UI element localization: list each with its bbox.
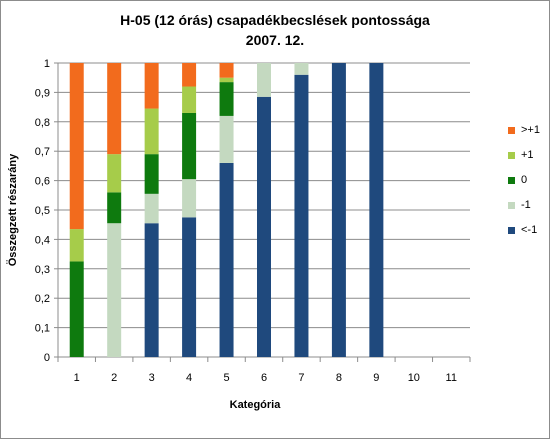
y-tick-label: 0,5: [35, 205, 50, 217]
bar-segment: [69, 261, 84, 357]
bar-segment: [182, 86, 197, 113]
x-tick-label: 3: [149, 372, 155, 384]
bar-segment: [294, 74, 309, 357]
x-tick-label: 7: [298, 372, 304, 384]
bar-segment: [219, 77, 234, 83]
y-axis-label: Összegzett részarány: [6, 153, 19, 266]
bar-segment: [182, 63, 197, 87]
bar-segment: [182, 179, 197, 218]
legend-label: 0: [521, 174, 528, 186]
legend-item: -1: [508, 199, 531, 211]
bar-segment: [107, 192, 122, 224]
bar-segment: [219, 162, 234, 357]
chart-title: H-05 (12 órás) csapadékbecslések pontoss…: [120, 12, 430, 28]
legend-label: -1: [521, 199, 531, 211]
legend-item: +1: [508, 149, 534, 161]
x-tick-label: 11: [446, 372, 457, 384]
bar-segment: [257, 63, 271, 97]
legend-label: +1: [521, 149, 534, 161]
bar-segment: [294, 63, 309, 75]
bar-segment: [369, 63, 384, 357]
bar-segment: [144, 223, 159, 357]
y-tick-label: 0,2: [35, 293, 50, 305]
legend-label: >+1: [521, 124, 540, 136]
bar-segment: [144, 108, 159, 155]
legend-swatch: [508, 151, 515, 159]
x-tick-label: 10: [408, 372, 420, 384]
x-tick-label: 4: [186, 372, 192, 384]
bar-segment: [69, 229, 84, 262]
legend-swatch: [508, 226, 515, 234]
bar-segment: [219, 63, 234, 78]
x-axis-label: Kategória: [229, 399, 281, 411]
legend-swatch: [508, 176, 515, 184]
bar-segment: [257, 96, 271, 357]
y-tick-label: 0,7: [35, 146, 50, 158]
y-tick-label: 0: [44, 352, 50, 364]
x-tick-label: 1: [74, 372, 80, 384]
y-tick-label: 0,3: [35, 264, 50, 276]
y-tick-label: 0,4: [35, 234, 50, 246]
bar-segment: [69, 63, 84, 230]
y-tick-label: 0,8: [35, 117, 50, 129]
legend-label: <-1: [521, 224, 538, 236]
bar-segment: [144, 63, 159, 109]
bar-segment: [331, 63, 346, 357]
legend-swatch: [508, 126, 515, 134]
bar-segment: [144, 154, 159, 194]
y-tick-label: 0,9: [35, 87, 50, 99]
x-tick-label: 5: [223, 372, 229, 384]
chart-subtitle: 2007. 12.: [245, 32, 305, 48]
bar-segment: [182, 217, 197, 357]
legend-item: <-1: [508, 224, 537, 236]
bar-segment: [107, 223, 122, 357]
legend-swatch: [508, 201, 515, 209]
chart-title-block: H-05 (12 órás) csapadékbecslések pontoss…: [0, 10, 550, 50]
legend-item: 0: [508, 174, 527, 186]
y-tick-label: 0,1: [35, 323, 50, 335]
bar-segment: [219, 115, 234, 163]
y-tick-label: 0,6: [35, 176, 50, 188]
bar-segment: [144, 193, 159, 224]
x-tick-label: 6: [261, 372, 267, 384]
x-tick-label: 8: [336, 372, 342, 384]
x-tick-label: 2: [111, 372, 117, 384]
bar-segment: [107, 154, 122, 193]
y-axis-label-container: Összegzett részarány: [2, 130, 22, 290]
y-tick-label: 1: [44, 58, 50, 70]
legend-item: >+1: [508, 124, 540, 136]
bar-segment: [182, 112, 197, 180]
bar-segment: [219, 82, 234, 116]
x-tick-label: 9: [373, 372, 379, 384]
bar-segment: [107, 63, 122, 155]
